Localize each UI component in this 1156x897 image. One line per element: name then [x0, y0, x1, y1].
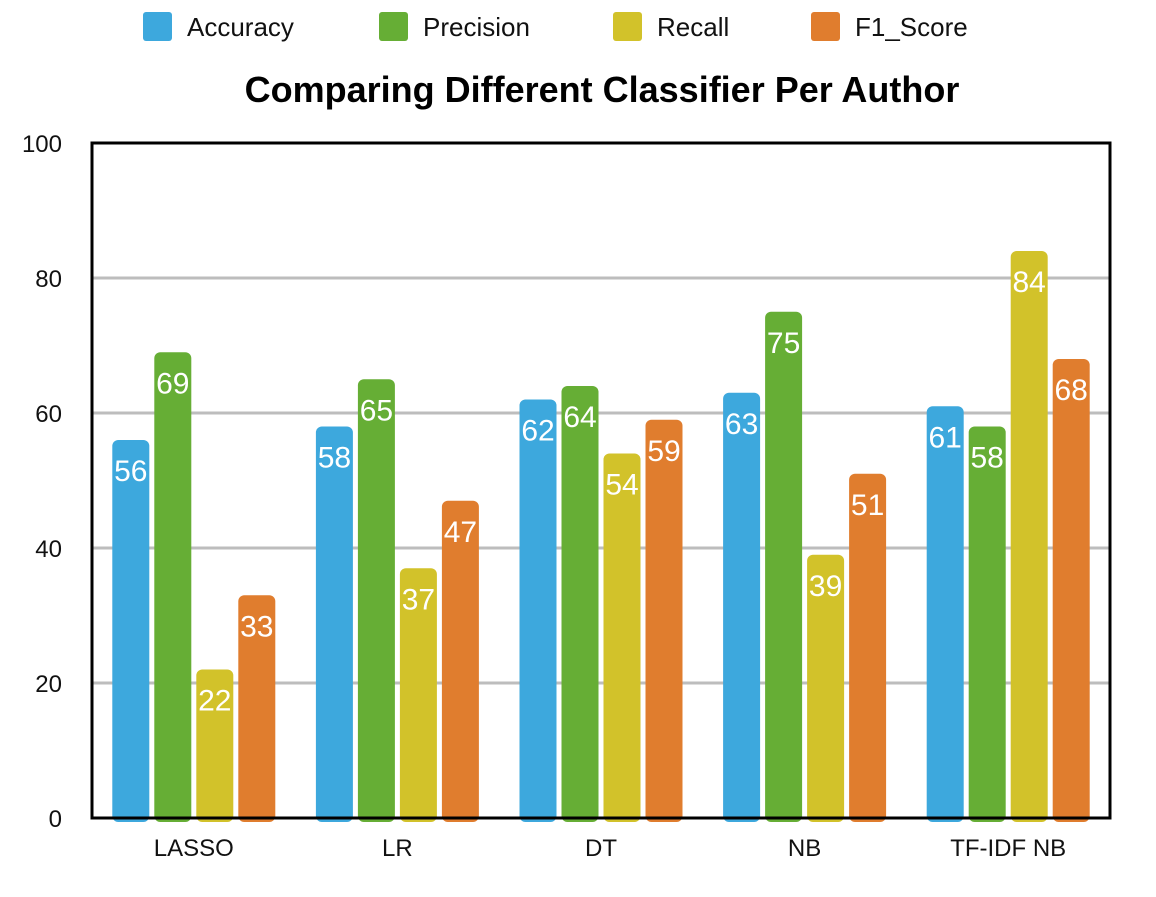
- data-label: 54: [605, 469, 638, 502]
- data-labels: 56 69 22 33 58 65 37 47 62 64 54 59 63 75 39 51 61 58 84 68: [114, 266, 1088, 718]
- plot-area-frame: [90, 141, 1112, 820]
- data-label: 33: [240, 610, 273, 643]
- data-label: 39: [809, 570, 842, 603]
- bar-accuracy: [723, 392, 761, 822]
- y-tick-label: 20: [35, 671, 62, 698]
- x-category-label: LASSO: [154, 835, 234, 862]
- x-category-label: TF-IDF NB: [950, 835, 1066, 862]
- y-tick-label: 40: [35, 536, 62, 563]
- y-tick-label: 80: [35, 266, 62, 293]
- legend-swatch: [811, 12, 840, 41]
- data-label: 56: [114, 455, 147, 488]
- legend-label: Accuracy: [187, 12, 294, 42]
- legend-swatch: [379, 12, 408, 41]
- bar-recall: [807, 554, 845, 822]
- legend-label: F1_Score: [855, 12, 968, 42]
- data-label: 84: [1013, 266, 1046, 299]
- bar-recall: [399, 568, 437, 822]
- bar-accuracy: [926, 406, 964, 822]
- data-label: 68: [1055, 374, 1088, 407]
- bar-precision: [765, 311, 803, 822]
- bar-f1-score: [645, 419, 683, 822]
- bar-recall: [1010, 251, 1048, 822]
- y-tick-label: 0: [49, 806, 62, 833]
- data-label: 69: [156, 367, 189, 400]
- data-label: 75: [767, 327, 800, 360]
- data-label: 37: [402, 583, 435, 616]
- x-category-label: NB: [788, 835, 821, 862]
- data-label: 22: [198, 685, 231, 718]
- legend-swatch: [143, 12, 172, 41]
- bar-f1-score: [441, 500, 479, 822]
- x-category-label: DT: [585, 835, 617, 862]
- legend-label: Precision: [423, 12, 530, 42]
- data-label: 61: [929, 421, 962, 454]
- x-axis-labels: LASSO LR DT NB TF-IDF NB: [154, 835, 1066, 862]
- bar-precision: [968, 426, 1006, 822]
- bar-f1-score: [1052, 359, 1090, 822]
- y-axis-ticks: 0 20 40 60 80 100: [22, 131, 62, 833]
- chart-title: Comparing Different Classifier Per Autho…: [245, 69, 960, 110]
- data-label: 58: [971, 442, 1004, 475]
- bar-accuracy: [519, 399, 557, 822]
- y-tick-label: 100: [22, 131, 62, 158]
- y-tick-label: 60: [35, 401, 62, 428]
- bars: [112, 251, 1090, 822]
- data-label: 59: [647, 435, 680, 468]
- data-label: 58: [318, 442, 351, 475]
- legend-swatch: [613, 12, 642, 41]
- bar-f1-score: [238, 595, 276, 822]
- data-label: 64: [563, 401, 596, 434]
- bar-precision: [357, 379, 395, 822]
- data-label: 47: [444, 516, 477, 549]
- bar-accuracy: [112, 440, 150, 822]
- bar-recall: [196, 669, 234, 822]
- data-label: 65: [360, 394, 393, 427]
- data-label: 63: [725, 408, 758, 441]
- bar-recall: [603, 453, 641, 822]
- legend-label: Recall: [657, 12, 729, 42]
- data-label: 62: [521, 415, 554, 448]
- bar-precision: [561, 386, 599, 822]
- x-category-label: LR: [382, 835, 413, 862]
- bar-precision: [154, 352, 192, 822]
- data-label: 51: [851, 489, 884, 522]
- legend: Accuracy Precision Recall F1_Score: [143, 12, 968, 42]
- bar-accuracy: [315, 426, 353, 822]
- bar-f1-score: [849, 473, 887, 822]
